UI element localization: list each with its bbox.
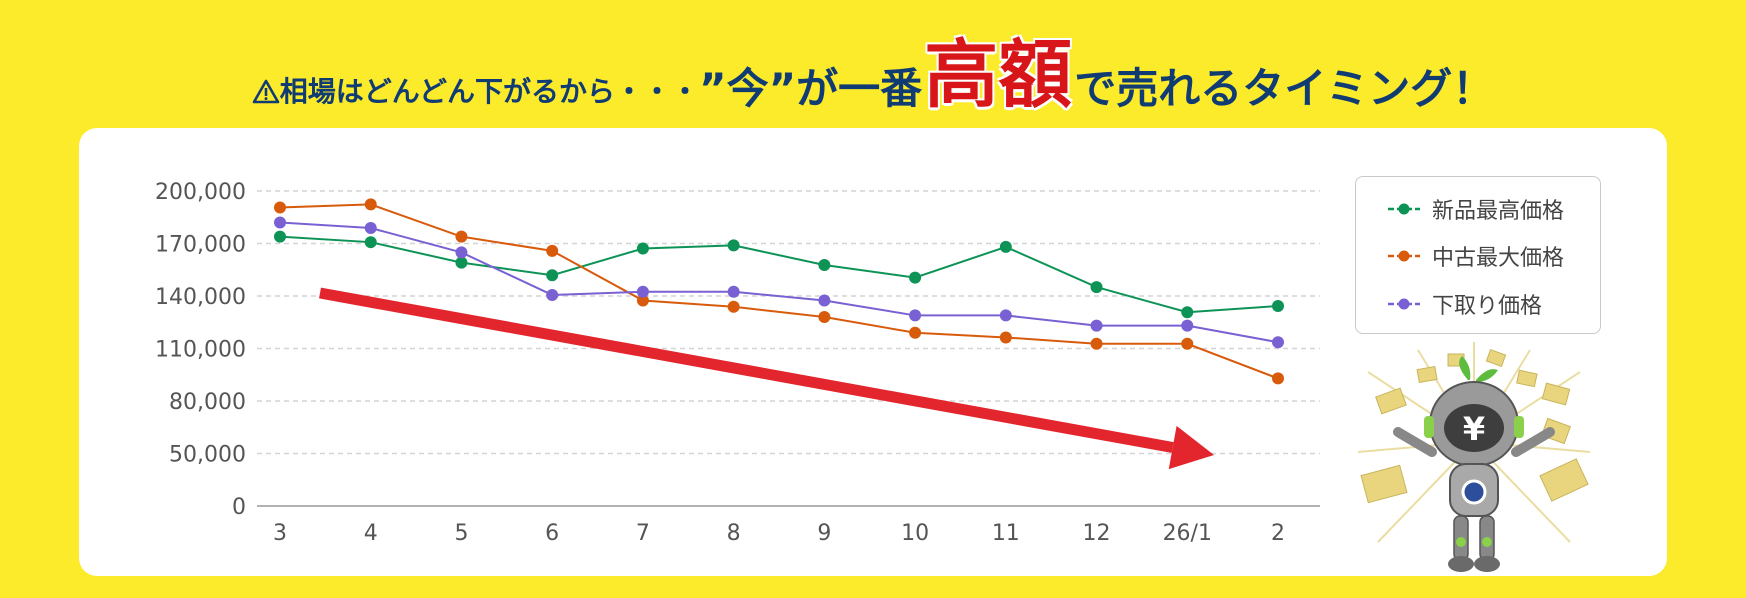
headline-part2: ”今”が一番 [698,64,923,113]
x-tick-label: 9 [817,521,831,546]
legend-marker-icon [1388,250,1420,262]
x-tick-label: 8 [727,521,741,546]
data-point [455,230,468,243]
y-tick-label: 170,000 [155,233,246,258]
data-point [999,309,1012,322]
series-line-1 [279,203,1279,380]
data-point [1181,319,1194,332]
data-point [727,239,740,252]
headline-highlight: 高額 [924,32,1073,118]
legend-item-series-2: 下取り価格 [1386,289,1542,319]
data-point [546,244,559,257]
trend-arrow-head [1168,425,1214,470]
data-point [636,242,649,255]
x-tick-label: 11 [992,521,1020,546]
x-tick-label: 6 [545,521,559,546]
legend-item-series-0: 新品最高価格 [1386,194,1564,224]
data-point [727,300,740,313]
data-point [818,259,831,272]
headline-part3: で売れるタイミング！ [1074,64,1495,113]
y-tick-label: 200,000 [155,180,246,205]
data-point [909,271,922,284]
data-point [1272,299,1284,312]
data-point [274,230,286,243]
data-point [636,285,649,298]
legend-item-series-1: 中古最大価格 [1386,241,1564,271]
x-tick-label: 12 [1083,521,1111,546]
svg-text:¥: ¥ [1463,410,1485,448]
data-point [999,240,1012,253]
data-point [1272,372,1284,385]
chart-legend: 新品最高価格 中古最大価格 下取り価格 [1355,176,1601,334]
x-tick-label: 7 [636,521,650,546]
x-tick-label: 2 [1271,521,1285,546]
data-point [1090,337,1103,350]
x-tick-label: 26/1 [1163,521,1212,546]
data-point [636,294,649,307]
headline-part1: 相場はどんどん下がるから・・・ [279,75,699,108]
series-line-2 [279,221,1279,344]
data-point [909,326,922,339]
trend-arrow-shaft [319,287,1174,453]
series-line-0 [279,235,1279,314]
headline-lead: 相場はどんどん下がるから・・・ [252,78,699,106]
legend-label: 新品最高価格 [1432,199,1565,224]
yen-robot-mascot-icon: ¥ [1358,342,1590,572]
data-point [909,309,922,322]
data-point [546,288,559,301]
data-point [546,269,559,282]
data-point [274,201,286,214]
data-point [727,285,740,298]
x-tick-label: 5 [454,521,468,546]
warning-triangle-icon [252,79,280,104]
y-tick-label: 140,000 [155,285,246,310]
legend-marker-icon [1388,203,1420,215]
data-point [999,331,1012,344]
legend-label: 下取り価格 [1432,294,1543,319]
data-point [455,246,468,259]
data-point [364,198,377,211]
y-tick-label: 110,000 [155,338,246,363]
y-tick-label: 50,000 [169,443,246,468]
data-point [1090,319,1103,332]
data-point [1090,281,1103,294]
data-point [1181,337,1194,350]
x-tick-label: 10 [901,521,929,546]
data-point [818,294,831,307]
legend-label: 中古最大価格 [1432,246,1565,271]
x-tick-label: 3 [273,521,287,546]
data-point [818,311,831,323]
x-tick-label: 4 [364,521,378,546]
data-point [364,236,377,249]
data-point [455,256,468,269]
data-point [274,216,286,229]
headline: 相場はどんどん下がるから・・・ ”今”が一番 高額 で売れるタイミング！ [0,22,1746,112]
data-point [1272,336,1284,349]
y-tick-label: 0 [232,495,246,520]
legend-marker-icon [1388,298,1420,310]
y-tick-label: 80,000 [169,390,246,415]
data-point [1181,306,1194,319]
data-point [364,222,377,235]
